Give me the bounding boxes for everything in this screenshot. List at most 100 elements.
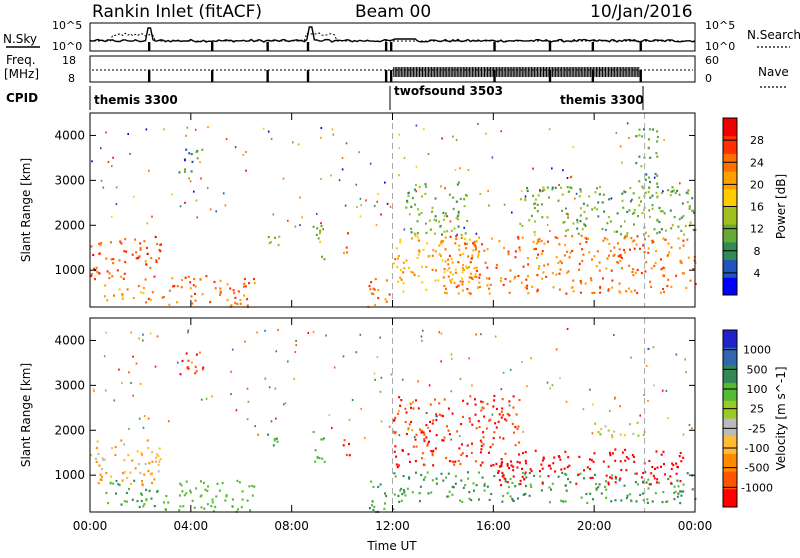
data-cell xyxy=(99,243,102,246)
data-cell xyxy=(207,485,209,488)
data-cell xyxy=(494,422,497,425)
data-cell xyxy=(656,135,659,139)
data-cell xyxy=(108,272,111,275)
data-cell xyxy=(396,257,399,260)
data-cell xyxy=(625,234,628,237)
data-cell xyxy=(483,415,486,418)
data-cell xyxy=(125,491,128,495)
data-cell xyxy=(406,487,409,490)
data-cell xyxy=(529,483,532,486)
data-cell xyxy=(119,240,122,243)
data-cell xyxy=(139,248,142,251)
data-cell xyxy=(631,454,634,457)
data-cell xyxy=(521,471,524,474)
data-cell xyxy=(604,485,607,488)
data-cell xyxy=(433,232,436,235)
data-cell xyxy=(284,402,287,404)
data-cell xyxy=(384,181,386,184)
data-cell xyxy=(120,503,123,506)
data-cell xyxy=(673,189,676,192)
data-cell xyxy=(96,440,99,443)
data-cell xyxy=(466,219,469,223)
data-cell xyxy=(640,271,643,275)
colorbar-tick-label: -100 xyxy=(745,442,770,455)
data-cell xyxy=(571,249,574,252)
data-cell xyxy=(456,183,459,186)
nsky-gap-mark xyxy=(548,42,552,51)
x-tick-label: 00:00 xyxy=(678,519,713,533)
data-cell xyxy=(579,190,582,193)
data-cell xyxy=(371,504,373,507)
data-cell xyxy=(495,263,498,267)
data-cell xyxy=(527,275,529,278)
data-cell xyxy=(452,273,455,276)
data-cell xyxy=(413,188,416,191)
data-cell xyxy=(244,340,246,343)
data-cell xyxy=(579,207,582,210)
data-cell xyxy=(530,485,533,488)
data-cell xyxy=(474,267,477,270)
data-cell xyxy=(410,205,413,208)
data-cell xyxy=(512,395,515,398)
data-cell xyxy=(635,135,638,138)
data-cell xyxy=(428,255,431,258)
data-cell xyxy=(370,480,373,483)
data-cell xyxy=(581,259,584,263)
data-cell xyxy=(414,203,417,206)
data-cell xyxy=(394,475,397,478)
data-cell xyxy=(435,418,438,422)
data-cell xyxy=(426,471,429,474)
data-cell xyxy=(598,269,601,272)
data-cell xyxy=(660,465,662,468)
data-cell xyxy=(431,422,434,425)
data-cell xyxy=(648,209,650,212)
data-cell xyxy=(480,333,482,336)
data-cell xyxy=(195,353,198,356)
data-cell xyxy=(418,492,421,495)
data-cell xyxy=(656,195,659,198)
data-cell xyxy=(418,249,421,252)
data-cell xyxy=(199,161,201,164)
data-cell xyxy=(415,433,418,436)
data-cell xyxy=(589,458,591,461)
data-cell xyxy=(230,304,233,307)
data-cell xyxy=(104,284,107,287)
data-cell xyxy=(514,275,517,278)
data-cell xyxy=(405,432,408,436)
data-cell xyxy=(608,242,611,245)
data-cell xyxy=(589,492,592,495)
data-cell xyxy=(630,500,633,503)
data-cell xyxy=(457,210,460,214)
data-cell xyxy=(642,433,645,436)
data-cell xyxy=(597,201,600,204)
data-cell xyxy=(660,228,663,231)
data-cell xyxy=(443,284,446,288)
nsky-trace xyxy=(89,26,696,43)
data-cell xyxy=(485,132,487,135)
data-cell xyxy=(431,454,434,457)
data-cell xyxy=(158,460,161,463)
data-cell xyxy=(500,388,503,391)
data-cell xyxy=(575,192,578,195)
data-cell xyxy=(410,227,413,230)
data-cell xyxy=(319,232,321,235)
data-cell xyxy=(612,254,615,257)
data-cell xyxy=(674,490,677,494)
data-cell xyxy=(405,259,408,262)
data-cell xyxy=(583,210,586,214)
data-cell xyxy=(564,243,566,247)
colorbar-swatch xyxy=(723,365,737,384)
data-cell xyxy=(237,290,240,293)
data-cell xyxy=(168,289,171,292)
data-cell xyxy=(345,453,348,457)
data-cell xyxy=(156,243,159,246)
data-cell xyxy=(565,400,568,403)
data-cell xyxy=(581,228,584,231)
data-cell xyxy=(474,413,477,416)
data-cell xyxy=(213,280,216,284)
data-cell xyxy=(455,237,458,241)
data-cell xyxy=(431,206,434,209)
data-cell xyxy=(653,228,656,231)
colorbar-label: Power [dB] xyxy=(774,174,788,239)
data-cell xyxy=(168,303,171,306)
